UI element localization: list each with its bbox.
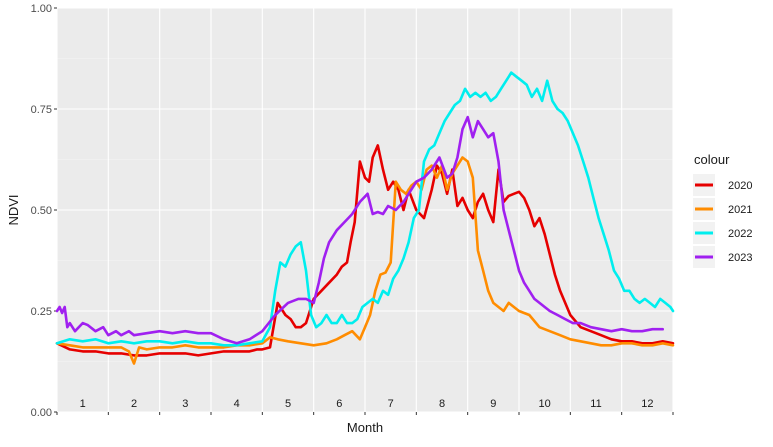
y-tick-label: 0.25 <box>31 306 52 318</box>
month-label: 6 <box>336 398 342 410</box>
month-label: 12 <box>641 398 653 410</box>
y-tick-label: 0.50 <box>31 205 52 217</box>
month-label: 7 <box>388 398 394 410</box>
series-line-2022 <box>55 71 675 347</box>
legend-label-2020: 2020 <box>728 180 752 192</box>
legend-label-2023: 2023 <box>728 252 752 264</box>
month-label: 11 <box>590 398 601 410</box>
legend-label-2021: 2021 <box>728 204 752 216</box>
month-label: 4 <box>234 398 240 410</box>
y-tick-label: 1.00 <box>31 3 52 15</box>
plot-area <box>56 7 674 413</box>
x-axis: 1 2 3 4 5 6 7 8 9 10 11 12 <box>56 398 674 415</box>
legend-title: colour <box>694 152 730 167</box>
y-tick-label: 0.75 <box>31 104 52 116</box>
month-label: 5 <box>285 398 291 410</box>
y-axis-title: NDVI <box>6 194 21 225</box>
month-label: 9 <box>490 398 496 410</box>
month-label: 10 <box>539 398 551 410</box>
legend: colour 2020 2021 2022 2023 <box>693 152 752 268</box>
y-tick-label: 0.00 <box>31 407 52 419</box>
month-label: 2 <box>131 398 137 410</box>
series-line-2021 <box>55 156 675 365</box>
series-layer <box>55 71 675 365</box>
month-label: 3 <box>182 398 188 410</box>
series-line-2023 <box>55 115 665 345</box>
month-label: 8 <box>439 398 445 410</box>
x-axis-title: Month <box>347 420 383 435</box>
y-axis: 0.00 0.25 0.50 0.75 1.00 <box>31 3 57 419</box>
legend-label-2022: 2022 <box>728 228 752 240</box>
series-line-2020 <box>55 144 675 357</box>
month-label: 1 <box>80 398 86 410</box>
